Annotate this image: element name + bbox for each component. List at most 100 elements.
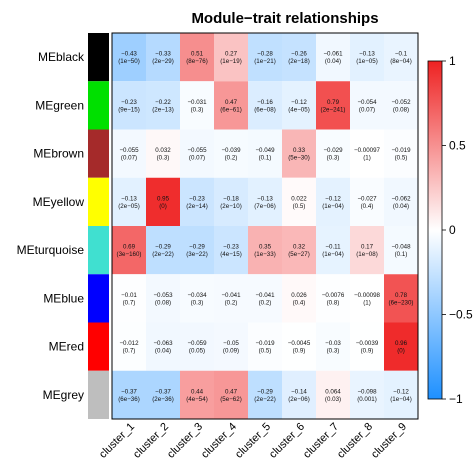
cell-correlation-label: −0.041 bbox=[221, 292, 241, 299]
cell-pvalue-label: (2e−22) bbox=[254, 396, 276, 403]
cell-correlation-label: −0.37 bbox=[155, 388, 171, 395]
cell-pvalue-label: (3e−22) bbox=[186, 251, 208, 258]
heatmap-cell bbox=[282, 129, 316, 178]
cell-correlation-label: −0.23 bbox=[121, 99, 137, 106]
row-labels: MEblack MEgreen MEbrown MEyellow MEturquoise… bbox=[17, 50, 85, 402]
column-label: cluster_5 bbox=[233, 421, 273, 461]
cell-pvalue-label: (0.09) bbox=[223, 348, 239, 355]
cell-pvalue-label: (6e−36) bbox=[118, 396, 140, 403]
heatmap-cell bbox=[146, 33, 180, 82]
heatmap-cell bbox=[214, 177, 248, 226]
cell-pvalue-label: (0.08) bbox=[393, 106, 409, 113]
heatmap-cells bbox=[112, 33, 418, 419]
column-label: cluster_8 bbox=[335, 421, 375, 461]
cell-pvalue-label: (0.1) bbox=[395, 251, 408, 258]
cell-pvalue-label: (0.3) bbox=[191, 299, 204, 306]
cell-pvalue-label: (0.7) bbox=[123, 348, 136, 355]
cell-pvalue-label: (2e−13) bbox=[152, 106, 174, 113]
heatmap-cell bbox=[112, 226, 146, 275]
heatmap-cell bbox=[316, 33, 350, 82]
cell-correlation-label: −0.039 bbox=[221, 147, 241, 154]
heatmap-cell bbox=[384, 322, 418, 371]
cell-pvalue-label: (1e−04) bbox=[322, 203, 344, 210]
cell-pvalue-label: (0.07) bbox=[189, 155, 205, 162]
heatmap-cell bbox=[248, 33, 282, 82]
heatmap-cell bbox=[214, 226, 248, 275]
heatmap-cell bbox=[384, 33, 418, 82]
cell-pvalue-label: (2e−18) bbox=[288, 58, 310, 65]
module-color-bar bbox=[88, 370, 109, 419]
color-scale-tick-label: 0.5 bbox=[449, 139, 466, 153]
heatmap-cell bbox=[350, 322, 384, 371]
cell-pvalue-label: (7e−06) bbox=[254, 203, 276, 210]
cell-pvalue-label: (0.4) bbox=[361, 203, 374, 210]
cell-pvalue-label: (0.4) bbox=[293, 299, 306, 306]
cell-pvalue-label: (0.03) bbox=[325, 396, 341, 403]
heatmap-cell bbox=[350, 226, 384, 275]
heatmap-cell bbox=[146, 129, 180, 178]
cell-correlation-label: 0.69 bbox=[123, 244, 136, 251]
column-label: cluster_1 bbox=[97, 421, 137, 461]
cell-correlation-label: −0.28 bbox=[257, 51, 273, 58]
heatmap-cell bbox=[350, 177, 384, 226]
cell-pvalue-label: (2e−36) bbox=[152, 396, 174, 403]
heatmap-cell bbox=[384, 226, 418, 275]
cell-correlation-label: −0.29 bbox=[257, 388, 273, 395]
heatmap-cell bbox=[248, 177, 282, 226]
cell-correlation-label: −0.041 bbox=[255, 292, 275, 299]
cell-pvalue-label: (1e−08) bbox=[356, 251, 378, 258]
color-scale-tick-label: 0 bbox=[449, 223, 456, 237]
color-scale-tick-label: −1 bbox=[449, 392, 463, 406]
cell-correlation-label: −0.055 bbox=[187, 147, 207, 154]
cell-pvalue-label: (1e−05) bbox=[356, 58, 378, 65]
heatmap-cell bbox=[180, 226, 214, 275]
cell-correlation-label: 0.17 bbox=[361, 244, 374, 251]
cell-pvalue-label: (0.04) bbox=[155, 348, 171, 355]
cell-correlation-label: −0.43 bbox=[121, 51, 137, 58]
cell-correlation-label: −0.23 bbox=[189, 195, 205, 202]
cell-correlation-label: 0.47 bbox=[225, 388, 238, 395]
cell-pvalue-label: (0.2) bbox=[225, 299, 238, 306]
heatmap-cell bbox=[248, 81, 282, 130]
cell-pvalue-label: (2e−14) bbox=[186, 203, 208, 210]
cell-pvalue-label: (0.001) bbox=[357, 396, 377, 403]
cell-correlation-label: −0.049 bbox=[255, 147, 275, 154]
module-color-bar bbox=[88, 226, 109, 275]
cell-correlation-label: −0.055 bbox=[119, 147, 139, 154]
cell-correlation-label: 0.78 bbox=[395, 292, 408, 299]
cell-pvalue-label: (8e−76) bbox=[186, 58, 208, 65]
heatmap-cell bbox=[316, 129, 350, 178]
cell-pvalue-label: (9e−15) bbox=[118, 106, 140, 113]
cell-pvalue-label: (0.5) bbox=[293, 203, 306, 210]
cell-correlation-label: −0.059 bbox=[187, 340, 207, 347]
module-color-bars bbox=[88, 33, 109, 419]
row-label: MEbrown bbox=[33, 147, 84, 161]
plot-frame bbox=[111, 32, 419, 420]
cell-correlation-label: 0.026 bbox=[291, 292, 307, 299]
cell-pvalue-label: (2e−29) bbox=[152, 58, 174, 65]
cell-pvalue-label: (6e−230) bbox=[389, 299, 414, 306]
cell-pvalue-label: (2e−06) bbox=[288, 396, 310, 403]
heatmap-cell bbox=[180, 33, 214, 82]
heatmap-cell bbox=[316, 177, 350, 226]
heatmap-cell bbox=[112, 81, 146, 130]
row-label: MEblue bbox=[43, 291, 84, 305]
module-color-bar bbox=[88, 274, 109, 323]
heatmap-cell bbox=[112, 129, 146, 178]
cell-correlation-label: −0.029 bbox=[323, 147, 343, 154]
heatmap-cell bbox=[350, 370, 384, 419]
heatmap-cell bbox=[350, 274, 384, 323]
heatmap-cell bbox=[316, 370, 350, 419]
cell-correlation-label: −0.37 bbox=[121, 388, 137, 395]
heatmap-cell bbox=[112, 322, 146, 371]
cell-pvalue-label: (0.5) bbox=[395, 155, 408, 162]
cell-correlation-label: −0.0039 bbox=[356, 340, 379, 347]
cell-pvalue-label: (4e−54) bbox=[186, 396, 208, 403]
heatmap-cell bbox=[146, 322, 180, 371]
cell-correlation-label: −0.063 bbox=[153, 340, 173, 347]
heatmap-cell bbox=[112, 274, 146, 323]
color-scale-tick-label: −0.5 bbox=[449, 308, 473, 322]
cell-correlation-label: −0.16 bbox=[257, 99, 273, 106]
heatmap-cell bbox=[248, 274, 282, 323]
